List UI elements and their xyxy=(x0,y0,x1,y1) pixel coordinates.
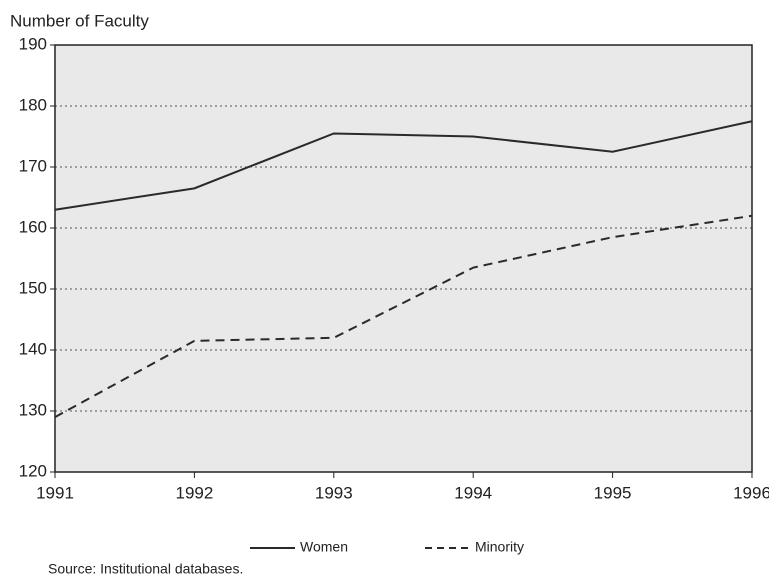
plot-frame xyxy=(54,44,753,473)
legend-label: Women xyxy=(300,539,348,555)
x-tick-label: 1991 xyxy=(36,483,74,502)
legend-label: Minority xyxy=(475,539,524,555)
x-tick-label: 1996 xyxy=(733,483,769,502)
x-tick-label: 1994 xyxy=(454,483,492,502)
y-tick-label: 180 xyxy=(19,95,47,114)
x-tick-label: 1995 xyxy=(594,483,632,502)
y-tick-label: 170 xyxy=(19,156,47,175)
y-tick-label: 190 xyxy=(19,34,47,53)
y-axis-label: Number of Faculty xyxy=(10,11,149,30)
y-tick-label: 160 xyxy=(19,217,47,236)
y-tick-label: 150 xyxy=(19,278,47,297)
line-series xyxy=(54,214,753,418)
line-series xyxy=(54,120,753,211)
plot-area xyxy=(55,45,752,472)
x-tick-label: 1992 xyxy=(175,483,213,502)
y-tick-label: 130 xyxy=(19,400,47,419)
y-tick-label: 140 xyxy=(19,339,47,358)
source-note: Source: Institutional databases. xyxy=(48,561,243,577)
y-tick-label: 120 xyxy=(19,461,47,480)
x-tick-label: 1993 xyxy=(315,483,353,502)
